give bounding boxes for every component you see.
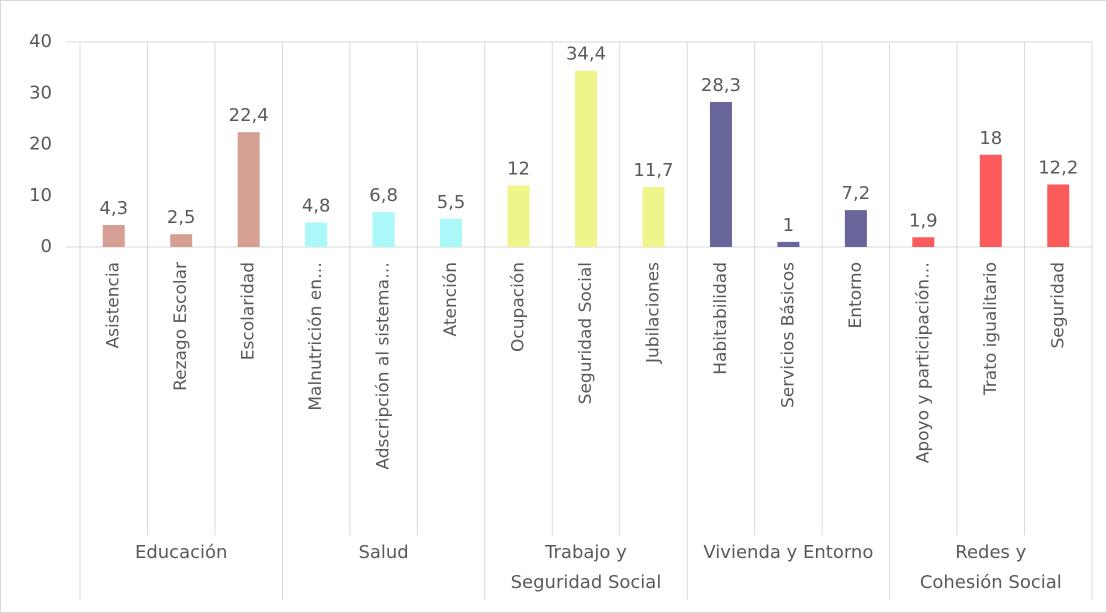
y-tick-label: 30 bbox=[29, 82, 52, 103]
x-tick-label: Rezago Escolar bbox=[171, 262, 191, 391]
bar bbox=[709, 101, 732, 248]
value-label: 5,5 bbox=[437, 192, 466, 213]
group-label: Salud bbox=[358, 542, 409, 563]
x-tick-label: Atención bbox=[441, 262, 461, 336]
value-label: 7,2 bbox=[842, 183, 871, 204]
x-tick-label: Seguridad bbox=[1048, 262, 1068, 349]
value-label: 6,8 bbox=[369, 185, 398, 206]
value-label: 22,4 bbox=[229, 105, 269, 126]
bar bbox=[440, 218, 463, 247]
bar bbox=[102, 224, 125, 247]
bar bbox=[912, 237, 935, 247]
x-tick-label: Entorno bbox=[846, 262, 866, 328]
bar bbox=[642, 187, 665, 247]
bar bbox=[1047, 184, 1070, 247]
value-label: 4,8 bbox=[302, 195, 331, 216]
value-label: 12 bbox=[507, 159, 530, 180]
value-label: 4,3 bbox=[99, 198, 128, 219]
bar bbox=[979, 154, 1002, 247]
group-label: Educación bbox=[134, 542, 228, 563]
x-tick-label: Apoyo y participación… bbox=[913, 262, 933, 463]
value-label: 11,7 bbox=[633, 160, 673, 181]
bar bbox=[305, 222, 328, 247]
x-tick-label: Ocupación bbox=[509, 262, 529, 352]
group-label: Trabajo y Seguridad Social bbox=[510, 542, 662, 593]
x-tick-label: Habitabilidad bbox=[711, 262, 731, 375]
x-tick-label: Escolaridad bbox=[239, 262, 259, 360]
bar bbox=[844, 210, 867, 247]
bar bbox=[777, 241, 800, 247]
value-label: 34,4 bbox=[566, 44, 606, 65]
x-tick-label: Malnutrición en… bbox=[306, 262, 326, 411]
x-tick-label: Asistencia bbox=[104, 262, 124, 348]
group-label: Vivienda y Entorno bbox=[703, 542, 874, 563]
value-label: 12,2 bbox=[1038, 157, 1078, 178]
y-tick-label: 20 bbox=[29, 134, 52, 155]
bar bbox=[170, 234, 193, 247]
value-label: 28,3 bbox=[701, 75, 741, 96]
value-label: 18 bbox=[979, 128, 1002, 149]
group-label: Redes y Cohesión Social bbox=[919, 542, 1062, 593]
y-tick-label: 10 bbox=[29, 185, 52, 206]
x-tick-label: Trato igualitario bbox=[981, 262, 1001, 396]
bar bbox=[507, 185, 530, 247]
value-label: 1 bbox=[783, 215, 794, 236]
x-tick-label: Adscripción al sistema… bbox=[374, 262, 394, 470]
x-tick-label: Servicios Básicos bbox=[778, 262, 798, 408]
x-tick-label: Jubilaciones bbox=[643, 262, 663, 364]
bar bbox=[575, 70, 597, 247]
y-tick-label: 0 bbox=[41, 236, 52, 257]
x-tick-label: Seguridad Social bbox=[576, 262, 596, 404]
bar bbox=[237, 132, 260, 247]
y-tick-label: 40 bbox=[29, 31, 52, 52]
value-label: 2,5 bbox=[167, 207, 196, 228]
value-label: 1,9 bbox=[909, 210, 938, 231]
bar bbox=[372, 212, 395, 247]
